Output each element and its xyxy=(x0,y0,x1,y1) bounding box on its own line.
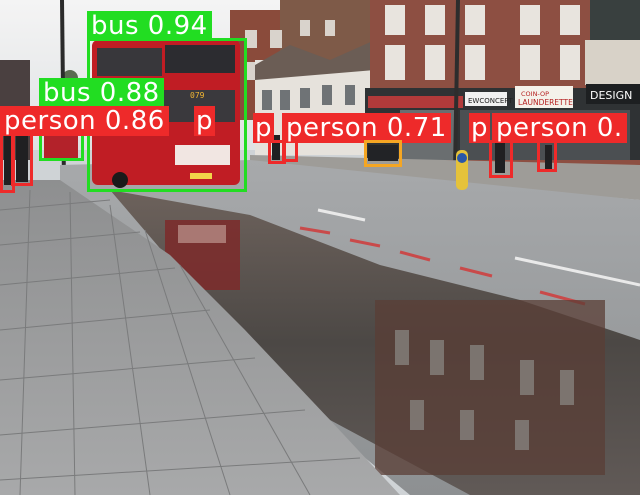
detection-label-person-3: person 0. xyxy=(492,113,627,143)
detection-box-person-6: p xyxy=(11,106,216,186)
shop-sign-ewconcept xyxy=(465,92,507,106)
detection-label-person-5: p xyxy=(469,113,491,143)
svg-text:EWCONCEPT: EWCONCEPT xyxy=(468,97,514,105)
motorbike xyxy=(368,145,398,161)
shop-sign-design xyxy=(586,84,640,104)
far-pavement xyxy=(250,155,640,200)
detection-label-person-4: p xyxy=(253,113,275,143)
detection-box-car-1 xyxy=(364,140,402,167)
detection-box-person-4: p xyxy=(253,113,286,164)
detection-box-person-2: person 0.71 xyxy=(282,113,451,162)
svg-text:DESIGN: DESIGN xyxy=(590,89,632,102)
detection-label-person-6: p xyxy=(194,106,216,136)
pedestrians xyxy=(4,130,552,185)
detection-box-person-1: person 0.86 xyxy=(0,106,169,193)
svg-text:079: 079 xyxy=(190,91,205,100)
detection-label-person-2: person 0.71 xyxy=(282,113,451,143)
svg-text:COIN-OP: COIN-OP xyxy=(521,90,549,98)
svg-text:LAUNDERETTE: LAUNDERETTE xyxy=(518,98,573,107)
detection-label-person-1: person 0.86 xyxy=(0,106,169,136)
sidewalk xyxy=(0,180,400,495)
detection-box-person-3: person 0. xyxy=(492,113,627,172)
shop-sign-launderette xyxy=(515,86,573,108)
detection-box-bus-1: bus 0.94 xyxy=(87,11,247,192)
detection-label-bus-2: bus 0.88 xyxy=(39,78,164,108)
detection-label-bus-1: bus 0.94 xyxy=(87,11,212,41)
detection-box-person-5: p xyxy=(469,113,513,178)
